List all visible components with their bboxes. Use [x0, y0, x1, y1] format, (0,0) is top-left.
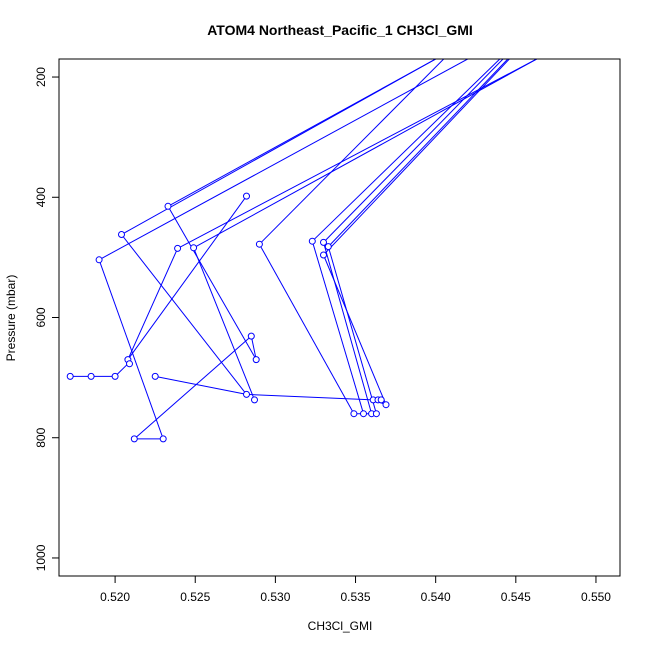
data-point [159, 435, 167, 443]
x-tick-label: 0.535 [341, 590, 371, 604]
x-axis: 0.520 0.525 0.530 0.535 0.540 0.545 0.550 [100, 576, 611, 604]
data-point [190, 244, 198, 252]
data-point [118, 231, 125, 238]
series-line-segment [121, 59, 436, 235]
data-point [251, 396, 258, 404]
series-line-segment [246, 393, 374, 401]
series-line-segment [133, 335, 252, 440]
series-line-segment [193, 247, 255, 401]
x-tick-label: 0.525 [180, 590, 210, 604]
data-point [320, 238, 327, 246]
series-line-segment [323, 59, 510, 256]
data-point [382, 401, 390, 409]
series-line-segment [193, 59, 537, 249]
series-line-segment [250, 335, 257, 360]
series-line-segment [127, 195, 247, 360]
series-points [66, 192, 390, 443]
series-line-segment [323, 59, 504, 243]
y-tick-label: 600 [34, 307, 48, 327]
series-line-segment [311, 241, 364, 414]
series-line-segment [259, 59, 445, 245]
data-point [95, 256, 103, 264]
series-line-segment [327, 59, 509, 247]
series-line-segment [167, 206, 257, 360]
data-point [247, 332, 255, 340]
data-point [126, 360, 133, 368]
series-lines [70, 59, 537, 440]
data-point [372, 410, 380, 418]
data-point [174, 244, 182, 252]
x-tick-label: 0.530 [260, 590, 290, 604]
y-tick-label: 400 [34, 187, 48, 207]
y-tick-label: 800 [34, 427, 48, 447]
series-line-segment [323, 242, 373, 414]
x-tick-label: 0.520 [100, 590, 130, 604]
data-point [111, 372, 119, 380]
data-point [377, 396, 385, 404]
series-line-segment [177, 59, 537, 249]
x-tick-label: 0.550 [581, 590, 611, 604]
series-line-segment [121, 234, 247, 395]
data-point [130, 435, 138, 443]
data-point [243, 192, 250, 200]
data-point [252, 356, 260, 364]
data-point [324, 243, 332, 251]
x-tick-label: 0.540 [421, 590, 451, 604]
series-line-segment [323, 254, 387, 405]
data-point [320, 251, 327, 259]
series-line-segment [98, 59, 468, 261]
y-axis: 200 400 600 800 1000 [34, 67, 59, 571]
data-point [87, 372, 95, 380]
data-point [360, 410, 367, 418]
data-point [350, 410, 358, 418]
series-line-segment [155, 375, 247, 395]
series-line-segment [127, 248, 179, 360]
series-line-segment [311, 59, 501, 242]
data-point [243, 390, 250, 398]
y-tick-label: 1000 [34, 544, 48, 571]
series-line-segment [327, 246, 377, 414]
x-axis-label: CH3Cl_GMI [308, 619, 373, 633]
series-line-segment [258, 243, 355, 414]
data-point [308, 237, 316, 245]
plot-frame [58, 58, 621, 577]
chart-title: ATOM4 Northeast_Pacific_1 CH3Cl_GMI [207, 22, 473, 38]
data-point [151, 372, 159, 380]
data-point [164, 202, 172, 210]
y-axis-label: Pressure (mbar) [4, 275, 18, 362]
x-tick-label: 0.545 [501, 590, 531, 604]
y-tick-label: 200 [34, 67, 48, 87]
series-line-segment [98, 259, 164, 440]
data-point [66, 372, 74, 380]
data-point [255, 240, 263, 248]
